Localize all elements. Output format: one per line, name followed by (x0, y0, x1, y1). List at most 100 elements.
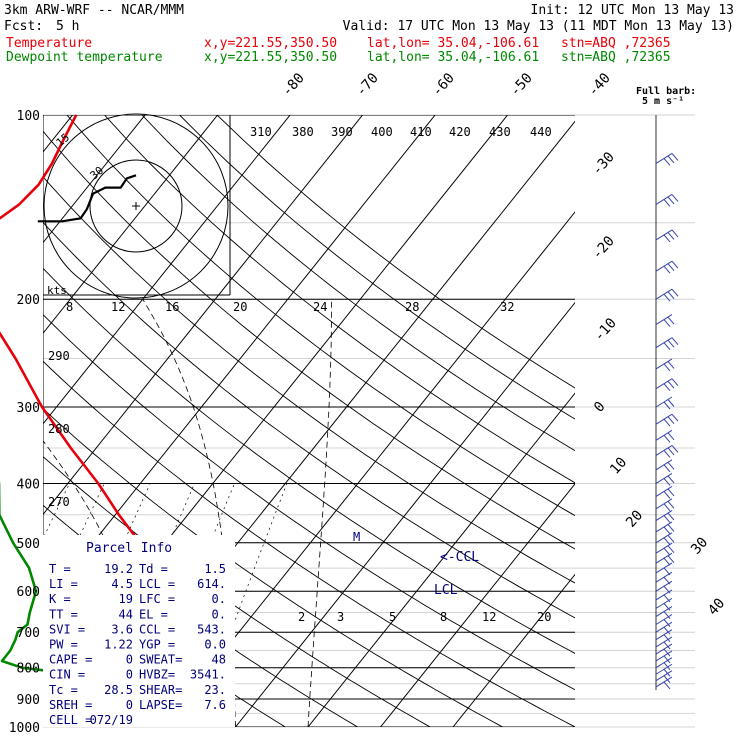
wind-barb (663, 491, 671, 499)
hodograph-ring (89, 159, 183, 253)
wind-barb (663, 655, 671, 664)
theta-label: 380 (292, 125, 314, 139)
wind-barb (663, 662, 671, 671)
legend-dewpoint: Dewpoint temperature (6, 50, 163, 65)
dry-adiabat-line (43, 267, 575, 654)
mixing-ratio-label: 8 (440, 610, 447, 624)
dry-adiabat-line (43, 130, 575, 550)
wind-barb (671, 229, 679, 238)
parcel-info-label: Tc = (49, 683, 78, 697)
wind-barb (667, 416, 675, 424)
mixing-ratio-label: 16 (165, 300, 179, 314)
wind-barb (663, 668, 671, 677)
wind-barb (663, 648, 671, 657)
parcel-info-value: 1.22 (104, 638, 133, 652)
wind-barb (667, 524, 675, 532)
wind-barb (667, 196, 675, 205)
wind-barb (667, 475, 675, 484)
wind-barb (663, 537, 671, 546)
parcel-info-label: PW = (49, 638, 78, 652)
wind-barb (663, 675, 671, 683)
wind-barb (667, 291, 675, 300)
mixing-ratio-label: 2 (298, 610, 305, 624)
valid-time: Valid: 17 UTC Mon 13 May 13 (11 MDT Mon … (342, 19, 734, 34)
parcel-info-value: 0 (126, 668, 133, 682)
wind-legend-title: Full barb: (636, 86, 696, 97)
wind-barb (667, 316, 675, 325)
forecast-label: Fcst: (4, 19, 44, 34)
pressure-tick-label: 200 (17, 293, 40, 308)
isotherm-label: 40 (705, 595, 728, 618)
mixing-ratio-label: 5 (389, 610, 396, 624)
dewpoint-station: stn=ABQ ,72365 (561, 50, 671, 65)
wind-barb (663, 626, 671, 635)
forecast-hour: 5 h (56, 19, 80, 34)
wind-barb (663, 515, 671, 523)
parcel-info-label: SWEAT= (139, 653, 182, 667)
parcel-info-label: SREH = (49, 698, 92, 712)
parcel-info-value: 3541. (190, 668, 226, 682)
wind-barb (671, 413, 679, 422)
isotherm-label: 20 (623, 507, 646, 530)
annotation-lcl: LCL (434, 583, 458, 598)
wind-barb (671, 153, 679, 161)
parcel-info-value: 7.6 (204, 698, 226, 712)
theta-label: 290 (48, 349, 70, 363)
wind-barb (667, 488, 675, 497)
isotherm-label: -80 (279, 70, 308, 100)
dry-adiabat-line (43, 221, 575, 619)
wind-barb (663, 401, 671, 410)
wind-barb (667, 339, 675, 348)
wind-barb (667, 155, 675, 164)
parcel-info-value: 19 (119, 592, 133, 606)
dry-adiabat-line (43, 408, 503, 727)
wind-barb (671, 337, 679, 346)
dry-adiabat-line (66, 115, 575, 517)
theta-label: 270 (48, 495, 70, 509)
theta-label: 280 (48, 422, 70, 436)
wind-barb (663, 199, 671, 207)
parcel-info-label: CCL = (139, 622, 175, 636)
parcel-info-label: EL = (139, 607, 168, 621)
wind-barb (667, 263, 675, 272)
moist-adiabat-line (142, 298, 236, 727)
wind-barb (663, 681, 671, 690)
parcel-info-label: SVI = (49, 622, 85, 636)
parcel-info-title: Parcel Info (86, 541, 172, 556)
wind-barb (663, 634, 671, 643)
pressure-tick-label: 500 (17, 537, 40, 552)
wind-barb (663, 342, 671, 351)
parcel-info-value: 28.5 (104, 683, 133, 697)
isotherm-line (235, 301, 575, 727)
wind-barb (667, 447, 675, 456)
isotherm-line (43, 115, 146, 244)
wind-barb (667, 380, 675, 389)
mixing-ratio-label: 12 (482, 610, 496, 624)
parcel-info-box (43, 535, 235, 727)
isotherm-line (380, 483, 575, 727)
theta-label: 440 (530, 125, 552, 139)
wind-barb (663, 158, 671, 166)
parcel-info-label: TT = (49, 607, 78, 621)
wind-barb (663, 478, 671, 486)
isotherm-label: -70 (353, 70, 382, 100)
dry-adiabat-line (43, 176, 575, 584)
wind-barb (667, 500, 675, 509)
mixing-ratio-label: 12 (111, 300, 125, 314)
wind-barb (663, 557, 671, 566)
isotherm-label: 10 (607, 454, 630, 477)
wind-barb (671, 260, 679, 269)
dry-adiabat-line (43, 360, 575, 727)
pressure-tick-label: 900 (17, 693, 40, 708)
mixing-ratio-label: 32 (500, 300, 514, 314)
isotherm-label: -50 (507, 70, 536, 100)
pressure-tick-label: 400 (17, 477, 40, 492)
dry-adiabat-line (104, 115, 575, 484)
wind-barb (671, 194, 679, 202)
parcel-info-value: 1.5 (204, 562, 226, 576)
isotherm-label: 0 (591, 399, 609, 416)
wind-barb (663, 611, 671, 619)
parcel-info-value: 44 (119, 607, 133, 621)
wind-barb (671, 288, 679, 297)
wind-barb (663, 234, 671, 243)
